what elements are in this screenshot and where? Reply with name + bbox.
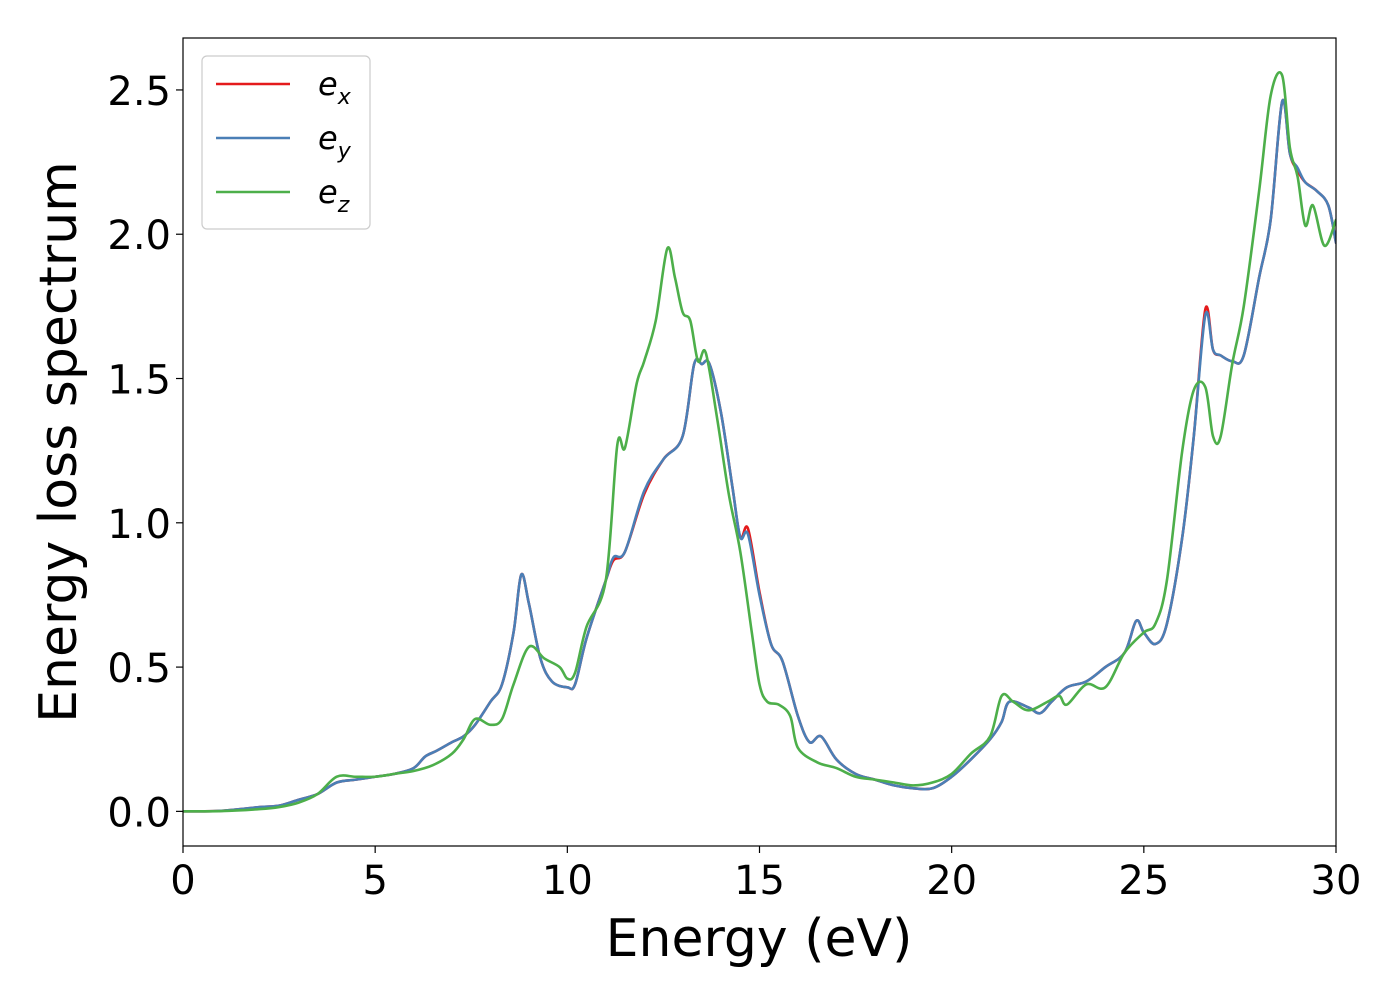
x-tick-label: 10 xyxy=(542,858,593,904)
x-tick-label: 15 xyxy=(734,858,785,904)
legend: ex ey ez xyxy=(201,55,371,230)
series-line-e-y xyxy=(183,98,1336,813)
y-tick-label: 0.5 xyxy=(107,646,171,692)
y-tick-label: 0.0 xyxy=(107,790,171,836)
x-tick-label: 20 xyxy=(926,858,977,904)
legend-label-e-y: ey xyxy=(318,119,352,164)
series-line-e-z xyxy=(183,71,1336,813)
y-axis-title: Energy loss spectrum xyxy=(29,161,89,723)
legend-box xyxy=(201,55,371,230)
y-tick-label: 2.0 xyxy=(107,213,171,259)
y-axis-ticks: 0.0 0.5 1.0 1.5 2.0 2.5 xyxy=(107,69,183,836)
y-tick-label: 1.0 xyxy=(107,502,171,548)
x-axis-title: Energy (eV) xyxy=(606,909,913,969)
y-tick-label: 1.5 xyxy=(107,358,171,404)
x-tick-label: 25 xyxy=(1118,858,1169,904)
legend-label-e-z: ez xyxy=(318,173,350,218)
legend-label-e-x: ex xyxy=(318,65,352,110)
series-lines xyxy=(183,71,1336,813)
x-tick-label: 0 xyxy=(170,858,195,904)
x-axis-ticks: 0 5 10 15 20 25 30 xyxy=(170,846,1361,904)
y-tick-label: 2.5 xyxy=(107,69,171,115)
x-tick-label: 30 xyxy=(1311,858,1362,904)
x-tick-label: 5 xyxy=(362,858,387,904)
